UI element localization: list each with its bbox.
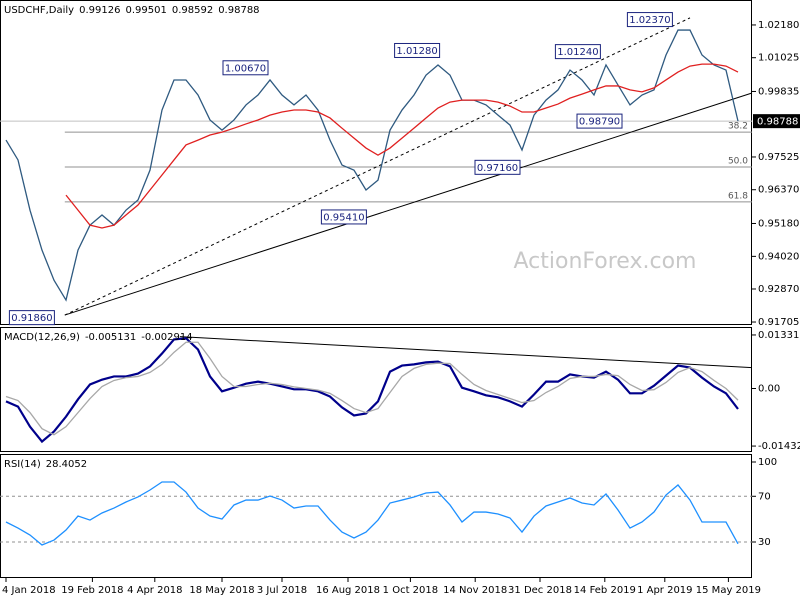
annotation-label: 1.01240 [557, 47, 598, 58]
y-tick-label: 0.94020 [758, 251, 799, 262]
series-line [5, 481, 739, 546]
annotation-label: 0.97160 [477, 163, 518, 174]
header-value: 0.99501 [125, 5, 166, 16]
x-tick-label: 19 Feb 2018 [61, 585, 123, 596]
trendline [179, 336, 753, 369]
header-value: 0.98592 [172, 5, 213, 16]
series-line [5, 29, 739, 302]
y-tick-label: 0.95180 [758, 218, 799, 229]
trendline [64, 92, 753, 316]
x-tick-label: 3 Jul 2018 [257, 585, 307, 596]
annotation-label: 0.98790 [579, 117, 620, 128]
price-tag-label: 0.98788 [757, 117, 798, 128]
y-tick-label: 0.99835 [758, 86, 799, 97]
y-tick-label: 30 [758, 537, 771, 548]
trendline [64, 17, 691, 316]
y-tick-label: 0.97525 [758, 152, 799, 163]
header-value: 0.99126 [79, 5, 120, 16]
x-tick-label: 14 Feb 2019 [574, 585, 636, 596]
annotation-label: 1.01280 [396, 46, 437, 57]
header-value: 28.4052 [46, 459, 87, 470]
annotation-label: 0.91860 [11, 313, 52, 324]
y-tick-label: 70 [758, 491, 771, 502]
x-tick-label: 1 Oct 2018 [383, 585, 438, 596]
panel-header: USDCHF,Daily 0.99126 0.99501 0.98592 0.98788 [4, 5, 260, 16]
panel-title: MACD(12,26,9) [4, 332, 80, 343]
x-tick-label: 4 Apr 2018 [127, 585, 182, 596]
level-label: 38.2 [728, 122, 748, 132]
x-tick-label: 31 Dec 2018 [508, 585, 572, 596]
y-tick-label: 0.91705 [758, 317, 799, 328]
annotation-label: 1.02370 [629, 15, 670, 26]
y-tick-label: 0.00 [758, 383, 780, 394]
header-value: 0.98788 [218, 5, 259, 16]
x-tick-label: 14 Nov 2018 [443, 585, 507, 596]
annotation-box [576, 113, 623, 129]
annotation-label: 0.95410 [323, 212, 364, 223]
series-line [5, 337, 739, 444]
header-value: -0.002914 [141, 332, 192, 343]
watermark: ActionForex.com [514, 249, 697, 274]
annotation-box [8, 310, 55, 326]
y-tick-label: 100 [758, 457, 777, 468]
price-tag [753, 114, 800, 129]
series-line [5, 341, 739, 436]
x-tick-label: 18 May 2018 [189, 585, 254, 596]
header-value: -0.005131 [85, 332, 136, 343]
annotation-box [222, 60, 269, 76]
annotation-box [474, 159, 521, 175]
x-tick-label: 4 Jan 2018 [2, 585, 56, 596]
series-line [65, 63, 739, 229]
y-tick-label: 0.96370 [758, 185, 799, 196]
annotation-box [626, 12, 673, 28]
annotation-label: 1.00670 [225, 63, 266, 74]
panel-frame [0, 327, 752, 452]
panel-frame [0, 454, 752, 578]
x-tick-label: 15 May 2019 [696, 585, 761, 596]
level-label: 50.0 [728, 157, 748, 167]
panel-frame [0, 0, 752, 325]
y-tick-label: 0.92870 [758, 284, 799, 295]
panel-title: RSI(14) [4, 459, 41, 470]
panel-header: RSI(14) 28.4052 [4, 459, 87, 470]
y-tick-label: 1.01025 [758, 53, 799, 64]
x-tick-label: 16 Aug 2018 [316, 585, 380, 596]
annotation-box [394, 42, 441, 58]
annotation-box [554, 44, 601, 60]
y-tick-label: 0.013319 [758, 330, 800, 341]
y-tick-label: -0.014323 [758, 441, 800, 452]
panel-title: USDCHF,Daily [4, 5, 74, 16]
level-label: 61.8 [728, 191, 748, 201]
y-tick-label: 1.02180 [758, 20, 799, 31]
annotation-box [320, 209, 367, 225]
x-tick-label: 1 Apr 2019 [637, 585, 692, 596]
panel-header: MACD(12,26,9) -0.005131 -0.002914 [4, 332, 193, 343]
